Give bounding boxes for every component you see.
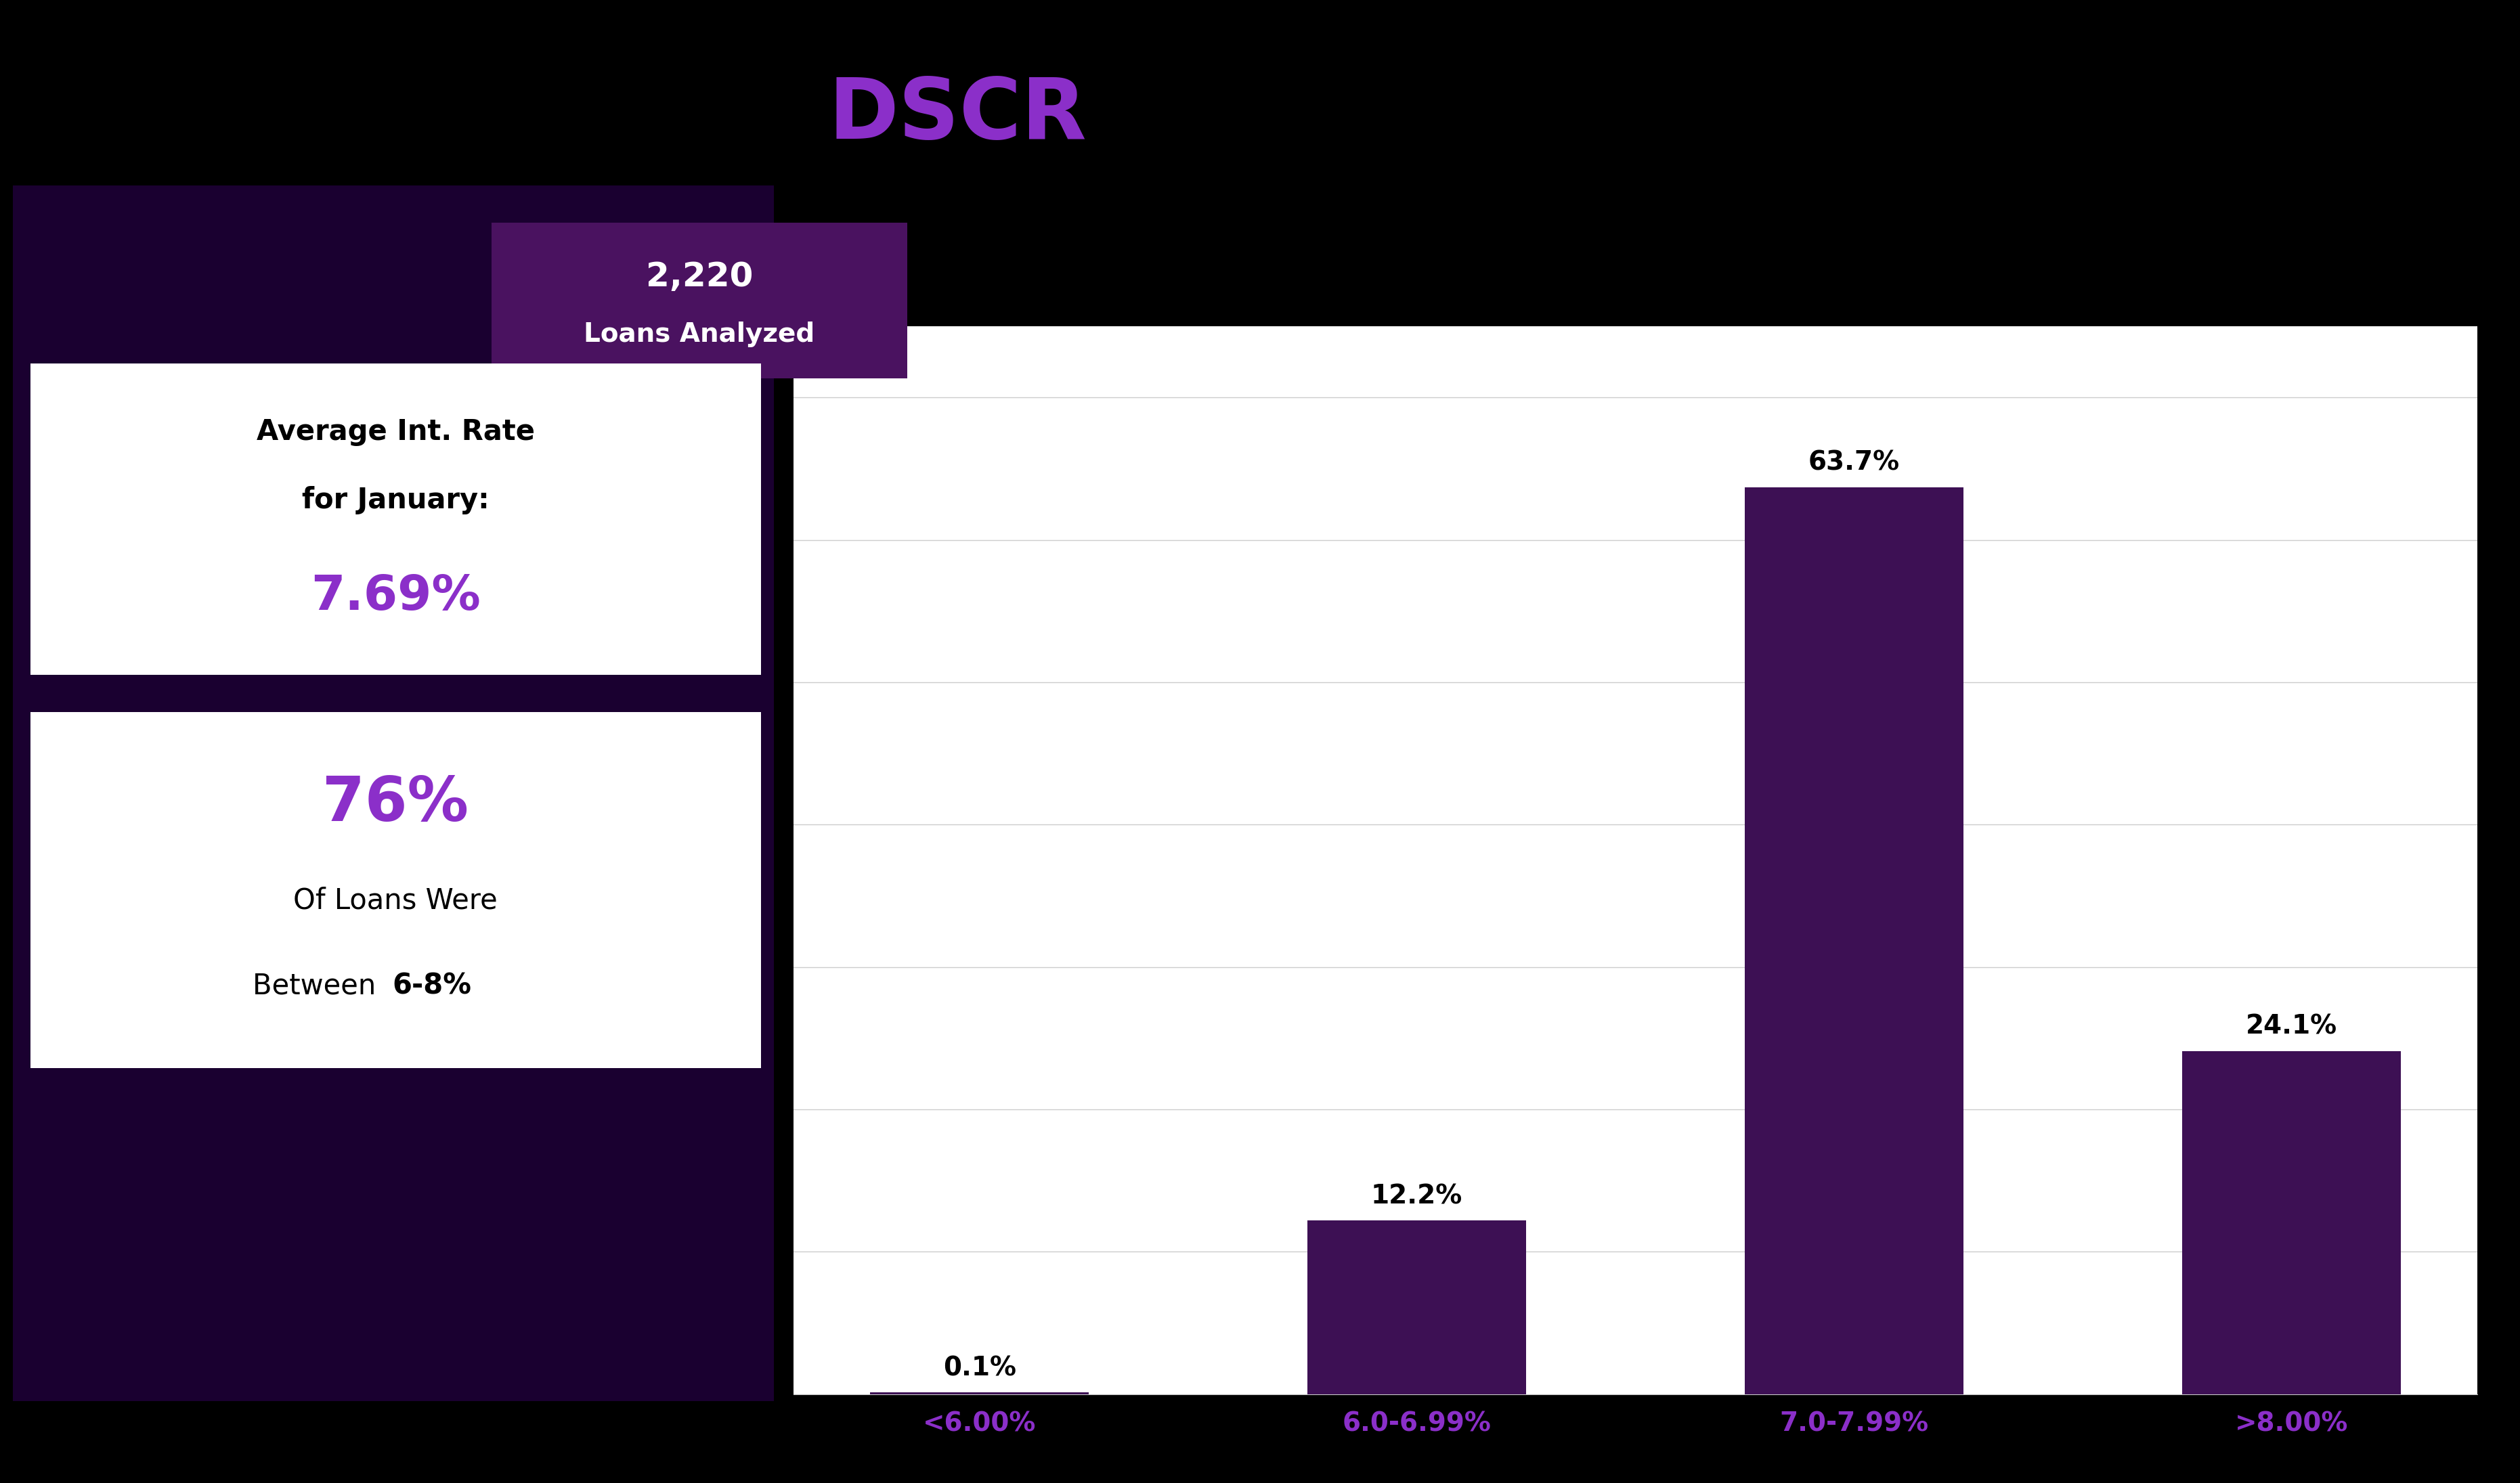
Text: 12.2%: 12.2% bbox=[1371, 1183, 1462, 1209]
Text: Of Loans Were: Of Loans Were bbox=[292, 887, 499, 915]
FancyBboxPatch shape bbox=[0, 162, 789, 1425]
Text: Loans Analyzed: Loans Analyzed bbox=[585, 322, 814, 347]
Text: 24.1%: 24.1% bbox=[2245, 1014, 2336, 1040]
FancyBboxPatch shape bbox=[466, 214, 932, 387]
Text: Average Int. Rate: Average Int. Rate bbox=[257, 418, 534, 446]
Text: 6-8%: 6-8% bbox=[393, 971, 471, 1000]
Bar bbox=[1744, 486, 1963, 1394]
Text: 7.69%: 7.69% bbox=[310, 574, 481, 620]
Bar bbox=[2182, 1051, 2402, 1394]
Text: DSCR: DSCR bbox=[829, 74, 1086, 156]
FancyBboxPatch shape bbox=[0, 697, 791, 1083]
Text: 2,220: 2,220 bbox=[645, 261, 753, 294]
Bar bbox=[1308, 1221, 1527, 1394]
Legend: Percentage of Loans at the interest rate: Percentage of Loans at the interest rate bbox=[822, 273, 1308, 308]
FancyBboxPatch shape bbox=[0, 351, 791, 687]
Text: 63.7%: 63.7% bbox=[1809, 449, 1900, 476]
Text: for January:: for January: bbox=[302, 486, 489, 515]
Text: Between: Between bbox=[252, 971, 386, 1000]
Text: 76%: 76% bbox=[323, 774, 469, 833]
Text: 0.1%: 0.1% bbox=[942, 1355, 1016, 1381]
